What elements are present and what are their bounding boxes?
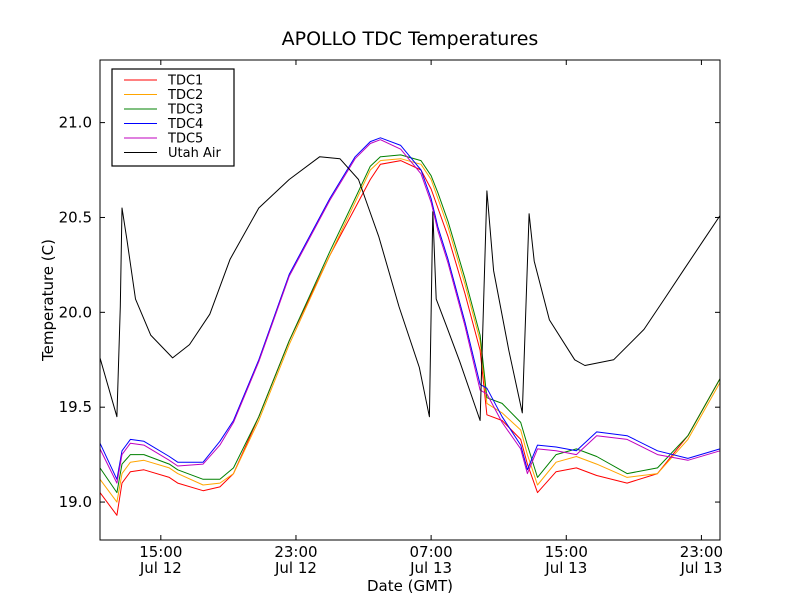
series-layer: [99, 137, 721, 516]
legend-label: TDC1: [167, 74, 203, 89]
legend-label: TDC3: [167, 103, 203, 118]
y-tick-label: 19.0: [59, 493, 92, 511]
y-tick-label: 20.0: [59, 303, 92, 321]
x-tick-label-date: Jul 12: [274, 559, 317, 577]
x-tick-label-time: 23:00: [680, 543, 723, 561]
series-line-tdc4: [99, 137, 721, 480]
y-tick-label: 19.5: [59, 398, 92, 416]
y-axis-label: Temperature (C): [39, 239, 57, 362]
x-tick-label-time: 23:00: [274, 543, 317, 561]
legend-label: Utah Air: [168, 146, 221, 161]
chart-title: APOLLO TDC Temperatures: [282, 28, 539, 50]
legend-label: TDC2: [167, 88, 203, 103]
legend-label: TDC4: [167, 117, 203, 132]
series-line-tdc2: [99, 158, 721, 503]
series-line-utah-air: [99, 156, 721, 421]
y-axis: 19.0 19.5 20.0 20.5 21.0: [59, 114, 720, 511]
series-line-tdc5: [99, 139, 721, 484]
y-tick-label: 20.5: [59, 208, 92, 226]
x-tick-label-date: Jul 12: [139, 559, 182, 577]
series-line-tdc3: [99, 154, 721, 494]
y-tick-label: 21.0: [59, 114, 92, 132]
plot-frame: [99, 59, 721, 541]
x-tick-label-date: Jul 13: [544, 559, 587, 577]
x-tick-label-date: Jul 13: [409, 559, 452, 577]
x-axis-label: Date (GMT): [367, 577, 453, 595]
x-tick-label-time: 07:00: [409, 543, 452, 561]
x-tick-label-time: 15:00: [139, 543, 182, 561]
legend-box: [111, 68, 235, 167]
legend-label: TDC5: [167, 132, 203, 147]
x-tick-label-time: 15:00: [545, 543, 588, 561]
x-tick-label-date: Jul 13: [679, 559, 722, 577]
